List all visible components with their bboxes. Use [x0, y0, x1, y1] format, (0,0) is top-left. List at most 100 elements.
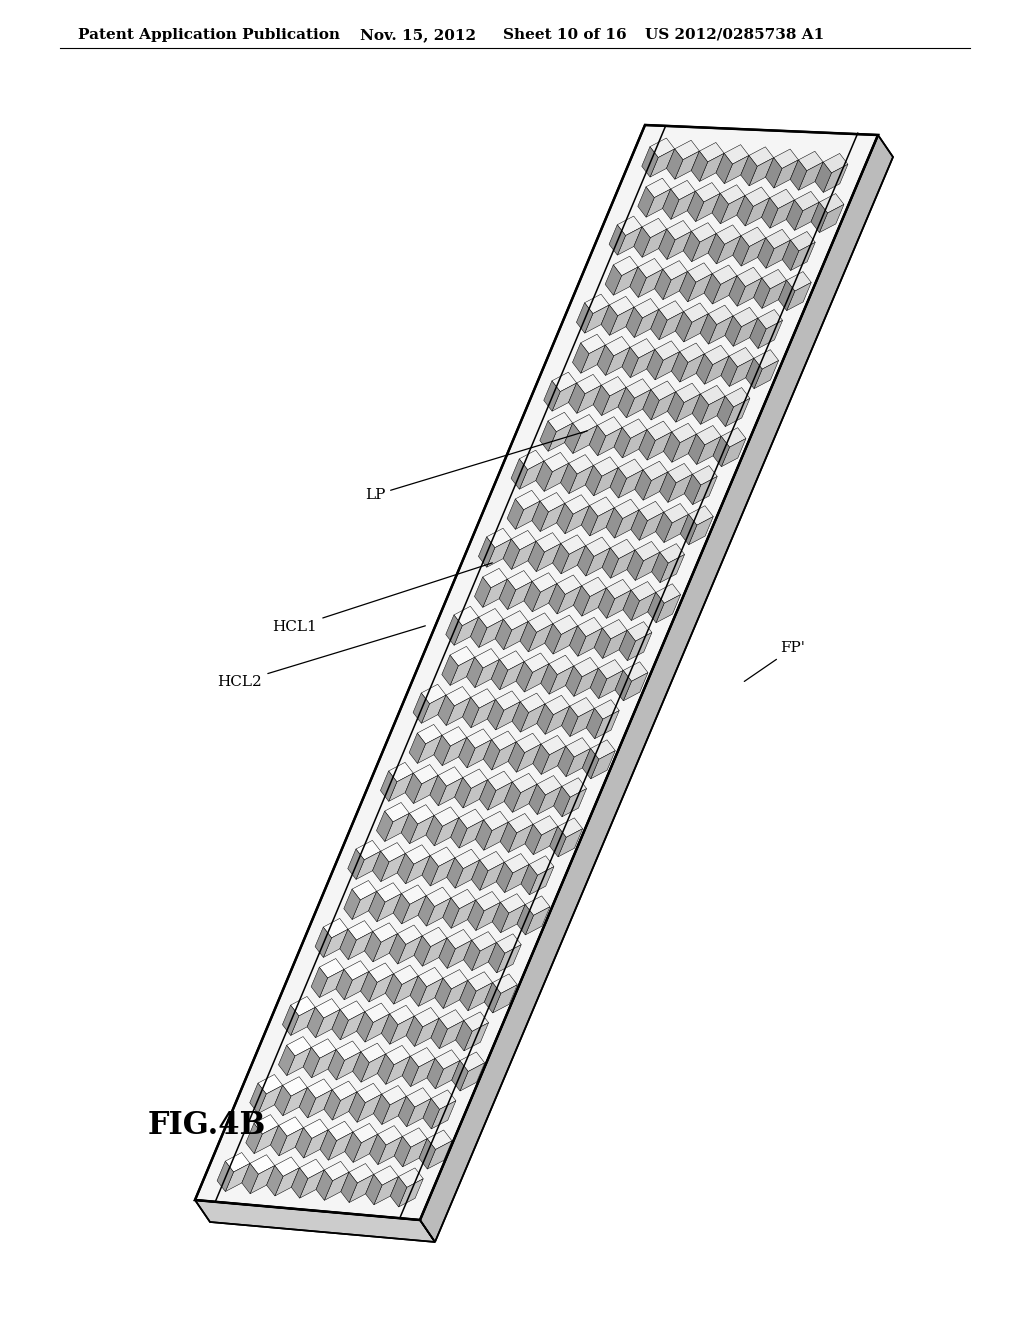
Polygon shape — [500, 579, 516, 610]
Polygon shape — [349, 1175, 374, 1203]
Polygon shape — [691, 223, 716, 242]
Polygon shape — [609, 308, 634, 335]
Polygon shape — [217, 1162, 233, 1192]
Polygon shape — [597, 345, 613, 375]
Polygon shape — [721, 356, 737, 387]
Polygon shape — [684, 314, 709, 342]
Polygon shape — [402, 1056, 419, 1086]
Polygon shape — [741, 227, 766, 247]
Polygon shape — [561, 535, 586, 554]
Polygon shape — [558, 829, 583, 857]
Polygon shape — [597, 417, 623, 436]
Polygon shape — [487, 781, 512, 810]
Polygon shape — [315, 1010, 340, 1038]
Polygon shape — [713, 437, 729, 467]
Polygon shape — [667, 220, 691, 240]
Polygon shape — [691, 234, 716, 261]
Polygon shape — [250, 1084, 266, 1114]
Polygon shape — [566, 738, 591, 758]
Polygon shape — [786, 282, 811, 310]
Polygon shape — [389, 1006, 415, 1024]
Polygon shape — [311, 968, 328, 998]
Polygon shape — [401, 813, 418, 843]
Polygon shape — [397, 936, 422, 964]
Polygon shape — [307, 1090, 332, 1118]
Polygon shape — [482, 569, 507, 587]
Polygon shape — [586, 537, 610, 557]
Polygon shape — [356, 851, 381, 879]
Polygon shape — [601, 387, 626, 416]
Polygon shape — [672, 351, 688, 381]
Polygon shape — [370, 1134, 386, 1164]
Polygon shape — [599, 671, 624, 698]
Polygon shape — [635, 470, 651, 500]
Polygon shape — [671, 191, 695, 219]
Polygon shape — [650, 139, 675, 157]
Polygon shape — [581, 334, 605, 354]
Polygon shape — [374, 1094, 390, 1125]
Polygon shape — [195, 1200, 435, 1242]
Polygon shape — [717, 396, 733, 426]
Polygon shape — [311, 1049, 336, 1078]
Polygon shape — [741, 238, 766, 267]
Polygon shape — [369, 962, 393, 982]
Polygon shape — [373, 923, 397, 942]
Polygon shape — [525, 824, 542, 854]
Polygon shape — [270, 1126, 287, 1156]
Polygon shape — [450, 647, 475, 665]
Polygon shape — [582, 587, 606, 616]
Polygon shape — [708, 234, 725, 264]
Polygon shape — [639, 512, 664, 540]
Polygon shape — [602, 631, 627, 659]
Polygon shape — [274, 1156, 299, 1176]
Polygon shape — [537, 544, 561, 572]
Polygon shape — [623, 418, 647, 438]
Polygon shape — [823, 164, 848, 193]
Polygon shape — [246, 1123, 262, 1154]
Polygon shape — [537, 533, 561, 552]
Polygon shape — [618, 459, 643, 479]
Polygon shape — [691, 150, 708, 181]
Polygon shape — [497, 945, 521, 973]
Polygon shape — [581, 345, 605, 374]
Polygon shape — [598, 660, 624, 678]
Polygon shape — [307, 1078, 332, 1098]
Polygon shape — [655, 341, 680, 360]
Polygon shape — [602, 548, 618, 578]
Polygon shape — [299, 1159, 325, 1179]
Polygon shape — [361, 1055, 386, 1082]
Polygon shape — [493, 985, 517, 1012]
Polygon shape — [716, 153, 732, 183]
Polygon shape — [460, 1052, 484, 1072]
Polygon shape — [557, 503, 573, 533]
Polygon shape — [537, 776, 562, 795]
Polygon shape — [195, 125, 878, 1220]
Polygon shape — [558, 818, 583, 837]
Polygon shape — [505, 865, 529, 892]
Polygon shape — [464, 940, 480, 970]
Polygon shape — [427, 1059, 443, 1089]
Polygon shape — [566, 748, 591, 776]
Polygon shape — [799, 162, 823, 190]
Polygon shape — [639, 502, 664, 521]
Polygon shape — [426, 887, 451, 907]
Polygon shape — [618, 631, 636, 661]
Polygon shape — [500, 651, 524, 671]
Polygon shape — [451, 890, 476, 908]
Polygon shape — [365, 932, 381, 962]
Polygon shape — [360, 972, 377, 1002]
Polygon shape — [525, 896, 550, 915]
Polygon shape — [406, 855, 430, 884]
Polygon shape — [564, 424, 581, 454]
Polygon shape — [438, 696, 455, 726]
Polygon shape — [565, 667, 582, 697]
Polygon shape — [497, 862, 513, 892]
Polygon shape — [455, 777, 471, 808]
Polygon shape — [279, 1117, 303, 1137]
Polygon shape — [443, 981, 468, 1008]
Polygon shape — [430, 847, 455, 866]
Polygon shape — [585, 305, 609, 333]
Polygon shape — [291, 997, 315, 1016]
Polygon shape — [434, 807, 459, 826]
Polygon shape — [472, 932, 497, 952]
